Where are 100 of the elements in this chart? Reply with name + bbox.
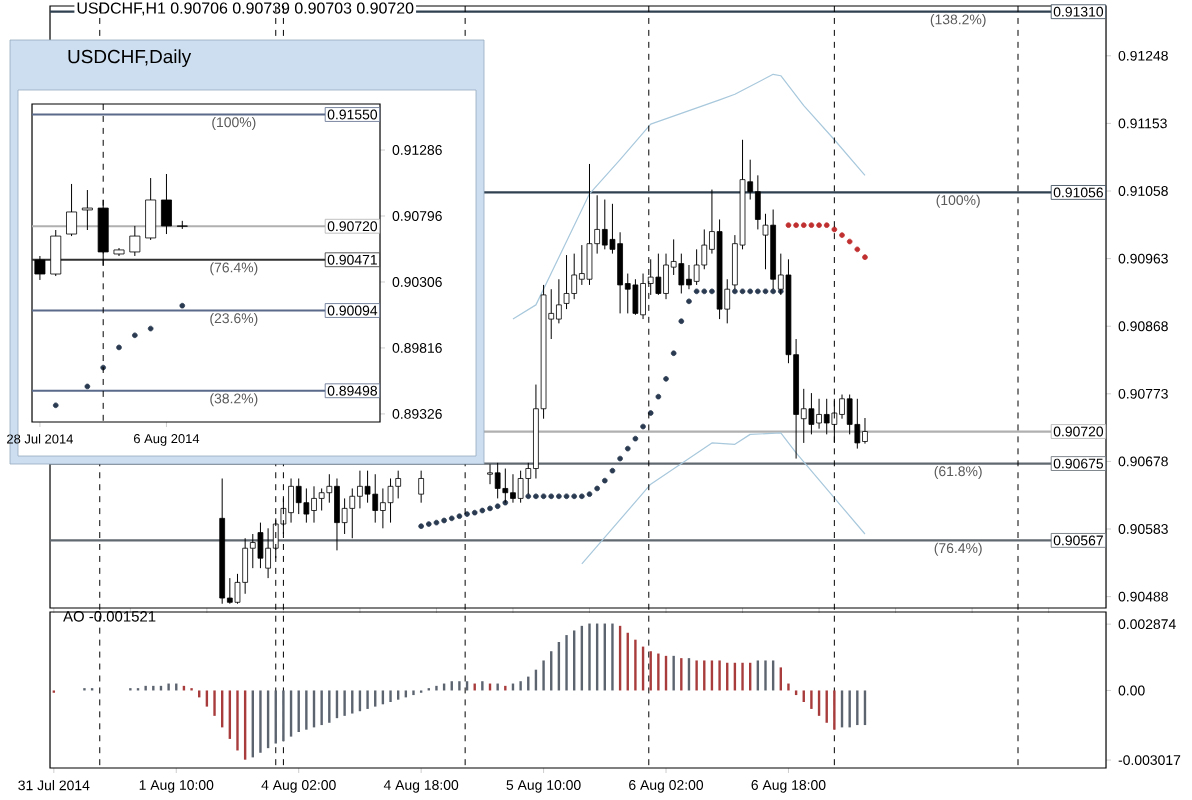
candlestick [571, 253, 578, 300]
point [640, 423, 646, 430]
candlestick [754, 174, 761, 230]
line-series [512, 73, 866, 320]
candlestick [395, 470, 402, 499]
candlestick [686, 264, 692, 290]
candlestick [839, 394, 845, 420]
point [678, 318, 685, 325]
candlestick [586, 163, 593, 286]
point [693, 288, 700, 295]
point [770, 288, 776, 295]
point [579, 493, 585, 500]
candlestick [318, 487, 325, 512]
point [823, 222, 830, 228]
candlestick [303, 487, 310, 524]
candlestick [487, 463, 493, 485]
candlestick [295, 477, 302, 515]
candlestick [617, 231, 623, 314]
candlestick [129, 225, 141, 257]
candlestick [242, 537, 248, 595]
point [800, 222, 807, 228]
candlestick [808, 392, 815, 435]
candlestick [66, 183, 78, 237]
point [525, 493, 532, 500]
candlestick [334, 477, 340, 551]
point [100, 364, 106, 371]
point [147, 325, 154, 332]
point [418, 523, 424, 529]
candlestick [601, 199, 608, 250]
point [686, 298, 692, 305]
point [425, 521, 432, 527]
point [632, 435, 639, 442]
point [793, 222, 799, 228]
candlestick [364, 470, 371, 504]
candlestick [663, 253, 669, 300]
point [556, 493, 562, 500]
candlestick [311, 485, 317, 524]
point [732, 288, 738, 295]
point [808, 222, 815, 228]
point [179, 302, 186, 309]
candlestick [655, 253, 662, 296]
point [709, 288, 715, 295]
point [548, 493, 555, 500]
candlestick [678, 253, 685, 294]
point [433, 519, 440, 526]
candlestick [387, 477, 394, 524]
point [132, 332, 138, 339]
point [647, 410, 654, 416]
point [816, 222, 822, 228]
point [540, 493, 547, 500]
candlestick [502, 468, 509, 504]
candlestick [372, 473, 379, 524]
point [52, 402, 59, 409]
candlestick [265, 527, 271, 579]
point [862, 254, 868, 260]
candlestick [380, 487, 386, 529]
point [563, 493, 570, 500]
candlestick [357, 470, 363, 509]
candlestick [288, 477, 294, 524]
point [846, 238, 853, 245]
candlestick [632, 278, 639, 316]
point [487, 505, 493, 512]
point [471, 509, 478, 516]
candlestick [693, 248, 700, 286]
point [116, 344, 122, 351]
point [747, 288, 753, 295]
point [624, 445, 631, 452]
point [448, 515, 455, 522]
point [617, 455, 623, 462]
candlestick [418, 470, 424, 504]
candlestick [823, 398, 830, 435]
point [84, 383, 91, 390]
point [839, 232, 845, 238]
candlestick [862, 417, 868, 445]
candlestick [578, 244, 585, 286]
point [663, 376, 669, 382]
point [755, 288, 761, 295]
candlestick [517, 470, 524, 504]
point [494, 503, 501, 510]
candlestick [145, 177, 157, 241]
point [785, 222, 792, 228]
point [456, 513, 463, 520]
candlestick [556, 278, 562, 324]
point [586, 491, 593, 497]
point [670, 350, 677, 357]
point [701, 288, 708, 295]
candlestick [349, 487, 356, 539]
point [739, 288, 746, 295]
point [479, 507, 486, 514]
chart-title: USDCHF,Daily [68, 49, 192, 68]
point [831, 226, 838, 233]
candlestick [494, 462, 501, 499]
candlestick [161, 173, 172, 235]
point [571, 493, 577, 500]
candlestick [81, 189, 93, 231]
point [609, 467, 616, 474]
candlestick [510, 473, 516, 504]
line-series [581, 432, 866, 565]
point [441, 517, 447, 524]
candlestick [854, 398, 861, 450]
